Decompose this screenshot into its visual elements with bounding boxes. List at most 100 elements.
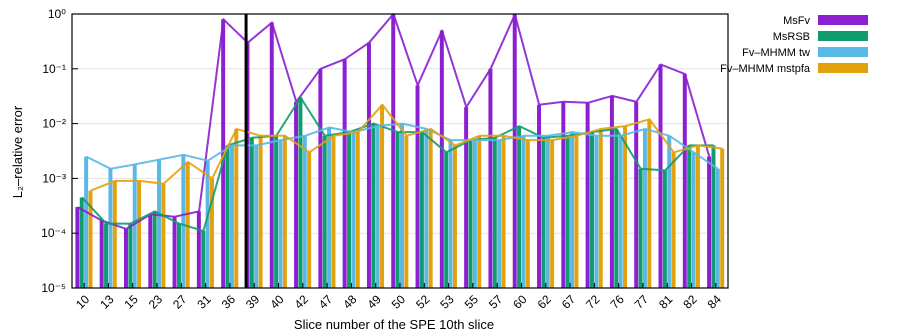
x-tick-label: 27 bbox=[170, 292, 190, 312]
bar-msfv-84 bbox=[707, 156, 712, 288]
bar-fv-mhmm-tw-81 bbox=[667, 135, 672, 288]
bar-fv-mhmm-tw-23 bbox=[157, 159, 162, 288]
bar-msfv-67 bbox=[561, 101, 566, 289]
bars-layer bbox=[75, 14, 725, 289]
bar-msfv-82 bbox=[682, 74, 687, 288]
legend-label: Fv–MHMM mstpfa bbox=[720, 63, 811, 75]
x-tick-label: 62 bbox=[535, 292, 555, 312]
bar-msrsb-76 bbox=[614, 128, 619, 288]
bar-msrsb-84 bbox=[711, 145, 716, 288]
bar-fv-mhmm-tw-82 bbox=[691, 152, 696, 288]
x-tick-label: 53 bbox=[437, 292, 457, 312]
bar-fv-mhmm-mstpfa-48 bbox=[355, 132, 360, 288]
bar-msfv-47 bbox=[318, 68, 323, 288]
bar-fv-mhmm-tw-15 bbox=[132, 164, 137, 288]
bar-msrsb-40 bbox=[274, 135, 279, 288]
x-tick-label: 84 bbox=[705, 292, 725, 312]
bar-fv-mhmm-tw-10 bbox=[84, 156, 89, 288]
x-tick-label: 47 bbox=[316, 292, 336, 312]
bar-fv-mhmm-mstpfa-60 bbox=[525, 140, 530, 288]
y-tick-label: 10⁻⁵ bbox=[41, 281, 66, 295]
bar-msrsb-72 bbox=[589, 132, 594, 288]
bar-fv-mhmm-mstpfa-57 bbox=[501, 135, 506, 288]
x-tick-label: 49 bbox=[364, 292, 384, 312]
bar-msrsb-47 bbox=[322, 135, 327, 288]
bar-msrsb-42 bbox=[298, 97, 303, 288]
lines-layer bbox=[77, 13, 723, 288]
bar-fv-mhmm-mstpfa-52 bbox=[428, 128, 433, 288]
bar-fv-mhmm-mstpfa-13 bbox=[112, 180, 117, 288]
x-tick-label: 10 bbox=[73, 292, 93, 312]
bar-msfv-52 bbox=[415, 85, 420, 288]
bar-fv-mhmm-mstpfa-39 bbox=[258, 135, 263, 288]
bar-fv-mhmm-mstpfa-31 bbox=[210, 178, 214, 288]
plot-frame bbox=[71, 13, 729, 289]
bar-msfv-76 bbox=[609, 95, 614, 288]
bar-msrsb-31 bbox=[201, 230, 206, 288]
x-tick-label: 48 bbox=[340, 292, 360, 312]
bar-fv-mhmm-tw-55 bbox=[472, 140, 477, 288]
legend-swatch bbox=[818, 63, 868, 73]
bar-msrsb-49 bbox=[371, 123, 376, 288]
x-tick-label: 23 bbox=[146, 292, 166, 312]
x-tick-label: 39 bbox=[243, 292, 263, 312]
bar-fv-mhmm-mstpfa-27 bbox=[185, 161, 190, 288]
legend-label: MsRSB bbox=[773, 31, 810, 43]
bar-msfv-48 bbox=[342, 59, 347, 288]
bar-msfv-40 bbox=[269, 22, 274, 289]
x-tick-label: 31 bbox=[194, 292, 214, 312]
bar-msrsb-77 bbox=[638, 168, 643, 288]
x-tick-label: 76 bbox=[607, 292, 627, 312]
bar-msrsb-55 bbox=[468, 140, 473, 288]
y-tick-label: 10⁰ bbox=[48, 7, 66, 21]
bar-fv-mhmm-mstpfa-81 bbox=[671, 152, 676, 288]
bar-fv-mhmm-tw-36 bbox=[229, 145, 234, 288]
bar-msrsb-60 bbox=[517, 126, 522, 288]
legend-swatch bbox=[818, 15, 868, 25]
x-tick-label: 36 bbox=[219, 292, 239, 312]
bar-fv-mhmm-mstpfa-53 bbox=[452, 145, 457, 288]
bar-fv-mhmm-tw-77 bbox=[642, 128, 647, 288]
x-axis-title: Slice number of the SPE 10th slice bbox=[294, 317, 494, 332]
bar-msfv-77 bbox=[634, 101, 639, 289]
bar-msrsb-10 bbox=[79, 197, 84, 288]
x-tick-label: 15 bbox=[122, 292, 142, 312]
series-line-fv-mhmm-tw bbox=[85, 122, 719, 170]
axes-layer bbox=[71, 13, 729, 289]
bar-msfv-62 bbox=[537, 104, 542, 288]
bar-fv-mhmm-mstpfa-15 bbox=[137, 180, 142, 288]
x-tick-label: 57 bbox=[486, 292, 506, 312]
bar-msfv-49 bbox=[366, 42, 371, 289]
bar-msfv-23 bbox=[148, 214, 153, 288]
bar-msrsb-27 bbox=[176, 223, 181, 288]
bar-fv-mhmm-tw-84 bbox=[715, 168, 720, 288]
bar-fv-mhmm-mstpfa-72 bbox=[598, 128, 603, 288]
bar-msfv-57 bbox=[488, 68, 493, 288]
bar-msrsb-39 bbox=[249, 137, 254, 288]
x-tick-label: 55 bbox=[462, 292, 482, 312]
legend-label: Fv–MHMM tw bbox=[742, 47, 810, 59]
bar-msfv-81 bbox=[658, 64, 663, 288]
bar-fv-mhmm-tw-62 bbox=[545, 135, 550, 288]
bar-msrsb-57 bbox=[492, 137, 497, 288]
bar-fv-mhmm-mstpfa-23 bbox=[161, 183, 166, 288]
bar-msrsb-62 bbox=[541, 137, 546, 288]
x-tick-label: 42 bbox=[292, 292, 312, 312]
bar-msrsb-15 bbox=[128, 223, 133, 288]
y-tick-labels: 10⁻⁵ 10⁻⁴ 10⁻³ 10⁻² 10⁻¹ 10⁰ bbox=[41, 7, 66, 295]
bar-fv-mhmm-tw-67 bbox=[570, 132, 575, 288]
bar-msrsb-48 bbox=[347, 132, 352, 288]
y-tick-label: 10⁻² bbox=[42, 117, 66, 131]
x-tick-label: 77 bbox=[632, 292, 652, 312]
bar-msfv-53 bbox=[439, 30, 444, 289]
bar-fv-mhmm-tw-50 bbox=[400, 123, 404, 288]
bar-fv-mhmm-mstpfa-49 bbox=[380, 104, 385, 288]
x-tick-label: 60 bbox=[510, 292, 530, 312]
legend-swatch bbox=[818, 31, 868, 41]
bar-fv-mhmm-mstpfa-10 bbox=[88, 190, 93, 288]
series-line-msrsb bbox=[81, 96, 714, 232]
bar-fv-mhmm-mstpfa-84 bbox=[720, 148, 725, 288]
bar-fv-mhmm-mstpfa-77 bbox=[647, 119, 652, 288]
bar-fv-mhmm-tw-72 bbox=[594, 135, 599, 288]
bar-fv-mhmm-tw-39 bbox=[254, 145, 259, 288]
